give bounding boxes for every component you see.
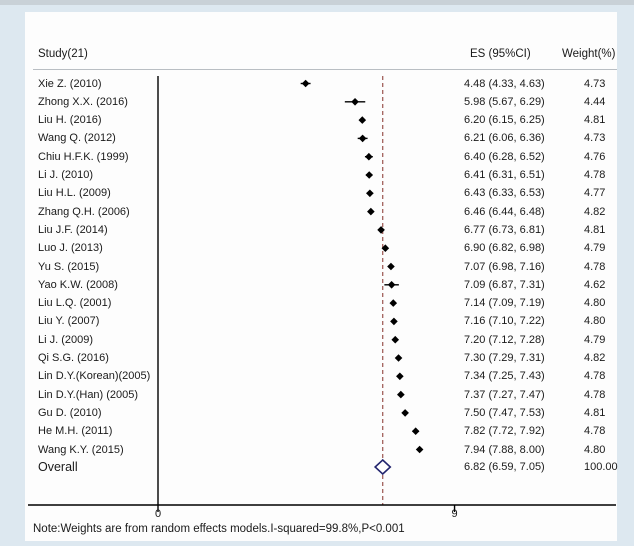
es-point-marker (358, 134, 367, 143)
weight-value: 4.78 (584, 425, 606, 438)
es-ci-value: 6.21 (6.06, 6.36) (464, 132, 545, 145)
study-label: Lin D.Y.(Korean)(2005) (38, 370, 151, 383)
weight-value: 4.78 (584, 370, 606, 383)
overall-label: Overall (38, 460, 78, 474)
es-ci-value: 6.77 (6.73, 6.81) (464, 223, 545, 236)
study-label: Wang K.Y. (2015) (38, 443, 124, 456)
x-axis-tick-label-0: 0 (154, 508, 162, 520)
weight-value: 4.80 (584, 297, 606, 310)
es-point-marker (394, 354, 403, 362)
es-point-marker (365, 171, 374, 179)
weight-value: 4.76 (584, 150, 606, 163)
study-label: Chiu H.F.K. (1999) (38, 150, 129, 163)
study-label: Liu H.L. (2009) (38, 187, 111, 200)
weight-value: 4.79 (584, 333, 606, 346)
study-label: Lin D.Y.(Han) (2005) (38, 388, 139, 401)
overall-es-ci-value: 6.82 (6.59, 7.05) (464, 461, 545, 473)
weight-value: 4.73 (584, 77, 606, 90)
es-ci-value: 5.98 (5.67, 6.29) (464, 95, 545, 108)
weight-value: 4.81 (584, 114, 606, 127)
plot-background (25, 12, 617, 541)
es-point-marker (366, 189, 374, 198)
study-label: Li J. (2010) (38, 169, 94, 181)
weight-value: 4.81 (584, 223, 606, 236)
es-ci-value: 6.40 (6.28, 6.52) (464, 150, 545, 163)
overall-weight-value: 100.00 (584, 461, 618, 473)
es-point-marker (387, 281, 396, 289)
es-ci-value: 6.43 (6.33, 6.53) (464, 187, 545, 200)
es-ci-value: 7.09 (6.87, 7.31) (464, 278, 545, 291)
es-ci-value: 7.34 (7.25, 7.43) (464, 370, 545, 383)
weight-value: 4.80 (584, 315, 606, 328)
es-ci-value: 7.37 (7.27, 7.47) (464, 388, 545, 401)
study-label: Zhang Q.H. (2006) (38, 205, 130, 218)
study-label: Gu D. (2010) (38, 406, 102, 419)
es-ci-value: 6.20 (6.15, 6.25) (464, 114, 545, 127)
es-point-marker (396, 372, 404, 381)
es-ci-value: 7.50 (7.47, 7.53) (464, 406, 545, 419)
es-point-marker (351, 98, 359, 106)
study-label: Liu H. (2016) (38, 114, 102, 127)
study-label: Liu L.Q. (2001) (38, 297, 112, 310)
study-column-header: Study(21) (38, 48, 88, 60)
footnote: Note:Weights are from random effects mod… (33, 523, 405, 535)
es-point-marker (381, 244, 390, 252)
weight-value: 4.78 (584, 260, 606, 273)
study-label: Wang Q. (2012) (38, 132, 116, 145)
top-border-strip (0, 0, 634, 5)
es-ci-value: 7.16 (7.10, 7.22) (464, 315, 545, 328)
es-point-marker (415, 445, 424, 454)
es-ci-value: 7.94 (7.88, 8.00) (464, 443, 545, 456)
x-axis-tick-label-9: 9 (451, 508, 458, 520)
study-label: Yao K.W. (2008) (38, 278, 118, 291)
es-ci-value: 7.14 (7.09, 7.19) (464, 297, 545, 310)
es-ci-value: 7.82 (7.72, 7.92) (464, 425, 545, 438)
study-label: Qi S.G. (2016) (38, 352, 109, 364)
es-point-marker (358, 116, 367, 124)
overall-diamond (373, 458, 392, 476)
weight-value: 4.78 (584, 388, 606, 401)
study-label: Xie Z. (2010) (38, 77, 102, 90)
es-ci-value: 6.90 (6.82, 6.98) (464, 242, 545, 255)
es-ci-value: 6.41 (6.31, 6.51) (464, 169, 545, 181)
study-label: Liu J.F. (2014) (38, 223, 108, 236)
header-separator-line (33, 69, 617, 70)
study-label: Li J. (2009) (38, 333, 94, 346)
es-point-marker (391, 335, 400, 344)
weight-value: 4.79 (584, 242, 606, 255)
es-ci-value: 7.07 (6.98, 7.16) (464, 260, 545, 273)
es-ci-value: 7.30 (7.29, 7.31) (464, 352, 545, 364)
weight-value: 4.82 (584, 352, 606, 364)
study-label: Zhong X.X. (2016) (38, 95, 128, 108)
weight-column-header: Weight(%) (562, 48, 616, 60)
es-ci-value: 7.20 (7.12, 7.28) (464, 333, 545, 346)
es-ci-value: 4.48 (4.33, 4.63) (464, 77, 545, 90)
study-label: He M.H. (2011) (38, 425, 113, 438)
es-point-marker (377, 226, 385, 234)
weight-value: 4.44 (584, 95, 606, 108)
es-point-marker (390, 317, 398, 326)
es-point-marker (397, 390, 405, 399)
weight-value: 4.81 (584, 406, 606, 419)
es-point-marker (365, 152, 373, 161)
weight-value: 4.78 (584, 169, 606, 181)
weight-value: 4.62 (584, 278, 606, 291)
study-label: Luo J. (2013) (38, 242, 103, 255)
es-ci-column-header: ES (95%CI) (470, 48, 531, 60)
es-ci-value: 6.46 (6.44, 6.48) (464, 205, 545, 218)
weight-value: 4.82 (584, 205, 606, 218)
weight-value: 4.80 (584, 443, 606, 456)
es-point-marker (389, 299, 398, 307)
study-label: Liu Y. (2007) (38, 315, 100, 328)
study-label: Yu S. (2015) (38, 260, 100, 273)
es-point-marker (411, 427, 420, 435)
es-point-marker (301, 79, 310, 88)
es-point-marker (367, 207, 375, 216)
es-point-marker (401, 409, 409, 417)
es-point-marker (387, 262, 395, 271)
weight-value: 4.73 (584, 132, 606, 145)
weight-value: 4.77 (584, 187, 606, 200)
